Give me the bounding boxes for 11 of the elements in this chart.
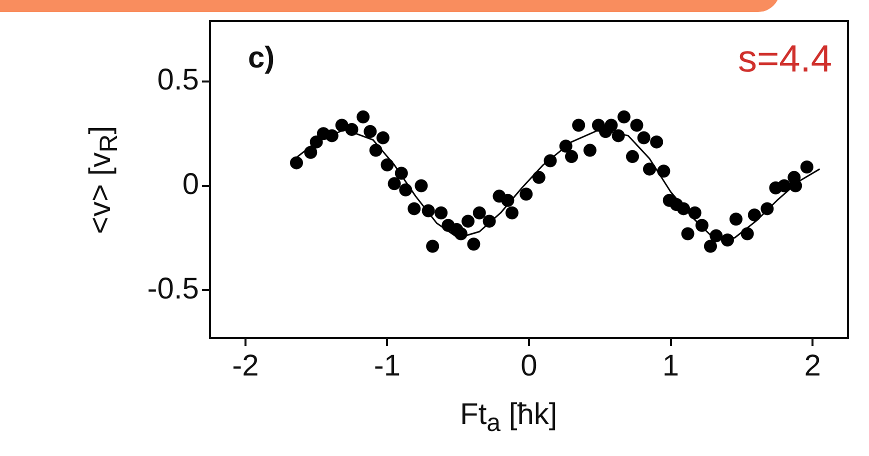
x-tick-label: 2 <box>804 349 821 382</box>
x-tick-label: 1 <box>662 349 680 382</box>
x-tick-label: 0 <box>520 349 538 382</box>
x-tick-label: -1 <box>374 349 401 382</box>
x-tick-label: -2 <box>232 349 259 382</box>
x-axis-title: Ft$_{a}$ [ħk] <box>460 398 558 438</box>
y-tick-label: 0 <box>182 168 199 202</box>
annotation: s=4.4 <box>738 38 832 80</box>
y-tick-label: -0.5 <box>147 272 199 306</box>
y-tick-label: 0.5 <box>157 64 199 97</box>
annotation: c) <box>248 41 275 74</box>
